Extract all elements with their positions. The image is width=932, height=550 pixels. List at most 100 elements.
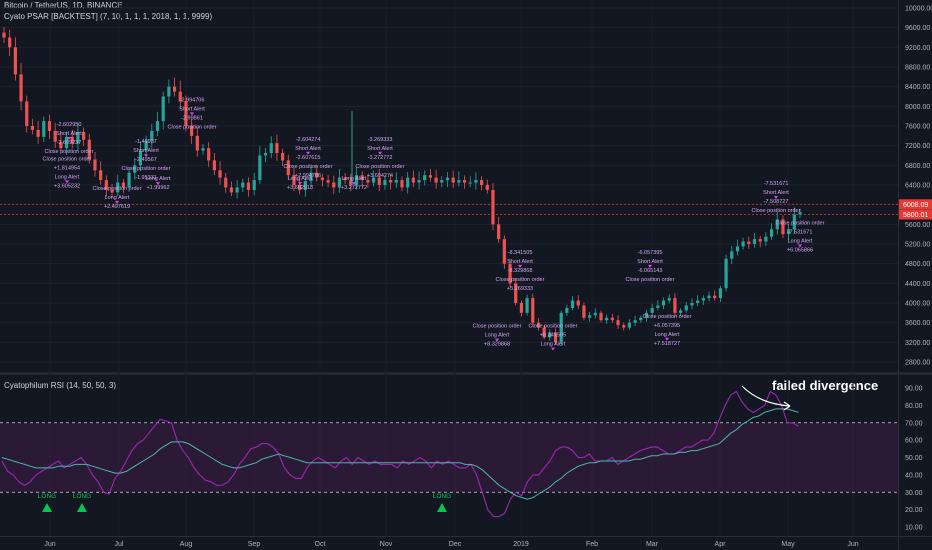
divergence-curve [741, 385, 791, 407]
candle-body [502, 239, 506, 264]
price-tick-label: 3600.00 [905, 320, 930, 327]
candle-body [457, 180, 461, 183]
time-tick-label: Apr [715, 541, 727, 548]
candle-body [13, 47, 17, 75]
candle-body [121, 182, 125, 188]
candle-body [269, 143, 273, 154]
candle-body [99, 170, 103, 181]
candles [2, 26, 802, 346]
candle-body [667, 298, 671, 301]
signal-text: +3.604274 [367, 173, 393, 179]
price-tick-label: 4000.00 [905, 301, 930, 308]
candle-body [627, 322, 632, 328]
signal-text: +1.99962 [146, 185, 169, 191]
candle-body [440, 180, 444, 183]
candle-body [536, 322, 541, 328]
signal-arrow-icon [156, 182, 160, 186]
signal-text: +6.065866 [787, 247, 813, 253]
candle-body [701, 298, 705, 301]
signal-text: Long Alert [55, 174, 80, 180]
long-arrow-icon [437, 503, 447, 512]
indicator-title[interactable]: Cyato PSAR [BACKTEST] (7, 10, 1, 1, 1, 2… [4, 12, 213, 21]
candle-body [241, 182, 245, 188]
rsi-tick-label: 80.00 [905, 403, 923, 410]
candle-body [451, 177, 455, 183]
candle-body [690, 303, 694, 306]
candle-body [531, 298, 535, 323]
signal-text: -3.269333 [368, 137, 393, 143]
price-level-label: 5800.01 [903, 212, 928, 219]
candle-body [599, 312, 603, 321]
candle-body [548, 332, 552, 338]
candle-body [661, 300, 666, 306]
signal-arrow-icon [665, 337, 669, 341]
signal-text: Close position order [529, 324, 578, 330]
rsi-indicator-title[interactable]: Cyatophilum RSI (14, 50, 50, 3) [4, 381, 117, 390]
signal-text: Close position order [93, 186, 142, 192]
signal-text: Long Alert [105, 195, 130, 201]
time-tick-label: May [781, 541, 795, 548]
candle-body [201, 148, 205, 151]
failed-divergence-note: failed divergence [772, 378, 879, 393]
candle-body [411, 177, 415, 183]
candle-body [383, 180, 387, 185]
price-tick-label: 3200.00 [905, 340, 930, 347]
time-tick-label: Jul [115, 541, 124, 548]
signal-arrow-icon [352, 182, 356, 186]
signal-text: -1.49937 [135, 139, 157, 145]
signal-text: -7.508727 [764, 199, 789, 205]
candle-body [730, 251, 734, 259]
candle-body [343, 177, 347, 181]
rsi-tick-label: 70.00 [905, 420, 923, 427]
price-tick-label: 10000.00 [905, 6, 932, 13]
signal-text: -7.531671 [764, 181, 789, 187]
candle-body [673, 298, 677, 313]
candle-body [59, 141, 63, 149]
candle-body [735, 246, 740, 252]
candle-body [303, 181, 307, 190]
signal-text: Close position order [45, 149, 94, 155]
candle-body [718, 288, 722, 299]
signal-text: -2.99861 [181, 115, 203, 121]
signal-text: Close position order [626, 277, 675, 283]
candle-body [190, 126, 194, 136]
signal-arrow-icon [378, 151, 382, 155]
candle-body [798, 212, 802, 215]
signal-text: Close position order [496, 277, 545, 283]
candle-body [650, 307, 654, 313]
candle-body [400, 180, 404, 188]
candle-body [519, 303, 523, 313]
rsi-axis: 90.00 80.00 70.00 60.00 50.00 40.00 30.00 20.00… [905, 386, 923, 532]
candle-body [497, 224, 501, 240]
candle-body [491, 189, 495, 225]
candle-body [8, 37, 12, 48]
candle-body [389, 180, 393, 183]
candle-body [423, 175, 427, 181]
long-marker-label: LONG [73, 493, 91, 500]
symbol-title[interactable]: Bitcoin / TetherUS, 1D, BINANCE [4, 1, 123, 10]
signal-text: Short Alert [133, 148, 159, 154]
time-tick-label: 2019 [513, 541, 529, 548]
signal-arrow-icon [190, 112, 194, 116]
candle-body [212, 160, 216, 171]
candle-body [622, 325, 626, 328]
signal-text: Short Alert [56, 131, 82, 137]
signal-text: Close position order [122, 166, 171, 172]
candle-body [394, 180, 398, 183]
candle-body [696, 300, 700, 303]
price-tick-label: 7200.00 [905, 143, 930, 150]
price-tick-label: 7600.00 [905, 124, 930, 131]
candle-body [679, 310, 683, 313]
price-tick-label: 6400.00 [905, 183, 930, 190]
signal-arrow-icon [144, 154, 148, 158]
candle-body [332, 182, 336, 188]
price-tick-label: 4400.00 [905, 281, 930, 288]
candle-body [775, 219, 779, 230]
rsi-tick-label: 60.00 [905, 438, 923, 445]
signal-text: -3.272772 [368, 155, 393, 161]
time-tick-label: Jun [44, 541, 55, 548]
candle-body [298, 185, 302, 190]
candle-body [70, 136, 74, 144]
candle-body [116, 182, 120, 193]
